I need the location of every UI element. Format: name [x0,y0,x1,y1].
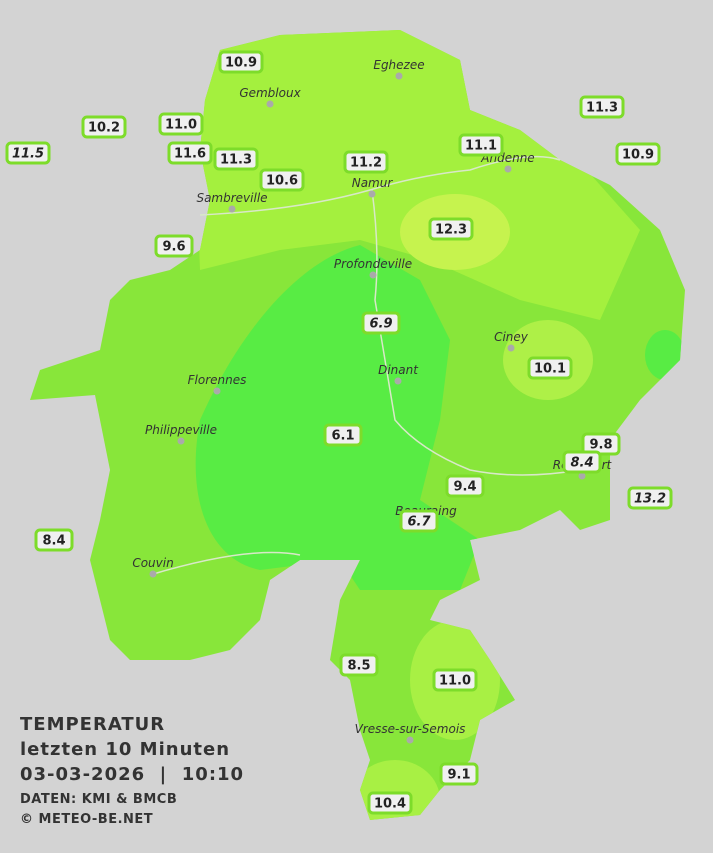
station-box [428,217,474,241]
station-value: 8.5 [347,659,370,674]
town-label: Couvin [132,556,173,570]
station-value: 9.6 [162,240,185,255]
station-value: 9.8 [589,438,612,453]
town-dot [507,344,515,352]
station-box [5,141,51,165]
town-dot [177,437,185,445]
town-label: Eghezee [373,58,424,72]
station-value: 10.6 [266,174,298,189]
town-dot [213,387,221,395]
station-box [432,668,478,692]
station-value: 11.2 [350,156,382,171]
town-dot [395,72,403,80]
station-box [579,95,625,119]
town-dot [369,271,377,279]
town-label: Profondeville [334,257,412,271]
caption-title: TEMPERATUR [20,714,165,735]
town-dot [149,570,157,578]
station-box [167,141,213,165]
station-value: 13.2 [634,492,666,507]
station-value: 11.3 [586,101,618,116]
town-dot [266,100,274,108]
town-dot [368,190,376,198]
caption-credit: © METEO-BE.NET [20,812,153,827]
station-box [527,356,573,380]
station-box [81,115,127,139]
town-dot [394,377,402,385]
town-label: Dinant [378,363,419,377]
station-value: 6.7 [407,515,431,530]
station-box [562,450,602,474]
town-label: Ciney [494,330,529,344]
town-label: Philippeville [145,423,217,437]
station-box [627,486,673,510]
station-value: 11.0 [165,118,197,133]
station-box [218,50,264,74]
station-box [259,168,305,192]
station-value: 9.1 [447,768,470,783]
station-box [339,653,379,677]
town-label: Sambreville [196,191,267,205]
station-value: 10.1 [534,362,566,377]
station-value: 11.1 [465,139,497,154]
station-box [367,791,413,815]
station-box [154,234,194,258]
station-box [445,474,485,498]
town-dot [504,165,512,173]
station-box [458,133,504,157]
town-dot [406,736,414,744]
station-box [158,112,204,136]
town-label: Namur [352,176,394,190]
station-value: 6.9 [369,317,392,332]
caption-timestamp: 03-03-2026 | 10:10 [20,764,244,785]
caption-subtitle: letzten 10 Minuten [20,739,230,760]
station-box [361,311,401,335]
station-value: 10.9 [622,148,654,163]
station-value: 11.6 [174,147,206,162]
station-value: 10.4 [374,797,406,812]
station-box [439,762,479,786]
town-dot [578,472,586,480]
station-value: 8.4 [570,456,593,471]
town-label: Gembloux [239,86,301,100]
town-dot [228,205,236,213]
river [149,155,581,576]
station-box [213,147,259,171]
station-value: 9.4 [453,480,476,495]
station-box [615,142,661,166]
station-box [399,509,439,533]
town-label: Vresse-sur-Semois [355,722,466,736]
town-label: Florennes [188,373,247,387]
station-value: 12.3 [435,223,467,238]
station-box [343,150,389,174]
station-value: 6.1 [331,429,354,444]
station-value: 11.0 [439,674,471,689]
station-box [34,528,74,552]
station-value: 10.9 [225,56,257,71]
station-box [323,423,363,447]
caption-source: DATEN: KMI & BMCB [20,792,177,807]
station-value: 11.5 [12,147,44,162]
station-value: 10.2 [88,121,120,136]
station-value: 11.3 [220,153,252,168]
station-value: 8.4 [42,534,65,549]
